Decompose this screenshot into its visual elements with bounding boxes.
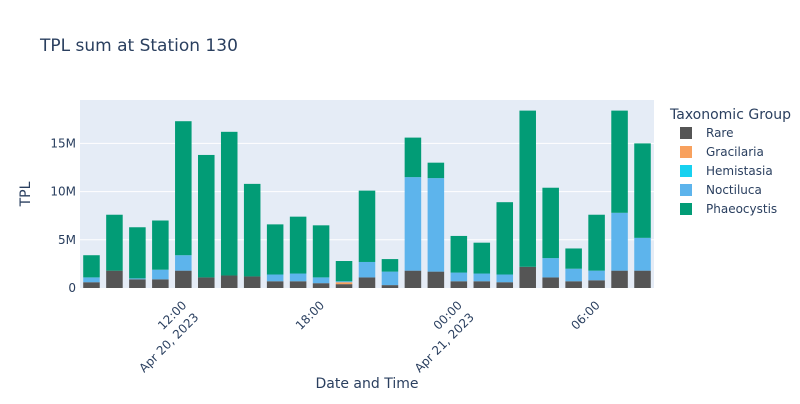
bar-rare [83,282,100,288]
bar-rare [358,277,376,288]
bar-phaeocystis [427,162,445,179]
bar-rare [289,281,307,288]
y-tick-label: 5M [58,233,76,247]
bar-rare [220,275,238,288]
bar-rare [473,281,491,288]
bar-noctiluca [496,274,514,283]
bar-noctiluca [427,178,445,272]
bar-phaeocystis [404,137,422,178]
bar-rare [450,281,468,288]
y-tick-label: 0 [68,281,76,295]
bar-noctiluca [381,271,399,286]
y-tick-label: 15M [50,136,76,150]
bar-phaeocystis [588,214,605,271]
y-axis: 0 5M 10M 15M [50,136,76,295]
bar-noctiluca [542,258,559,278]
bar-noctiluca [611,212,628,271]
bar-noctiluca [152,269,169,280]
legend-swatch-hemistasia [680,165,692,177]
bar-noctiluca [175,255,192,271]
bar-rare [175,270,192,288]
bar-noctiluca [634,237,651,271]
legend-swatch-gracilaria [680,146,692,158]
bar-rare [565,281,582,288]
bar-phaeocystis [152,220,169,270]
bar-noctiluca [312,277,330,284]
bar-rare [542,277,559,288]
bar-noctiluca [404,177,422,271]
bars [83,110,651,288]
bar-rare [266,281,284,288]
bar-rare [129,279,146,288]
bar-noctiluca [335,281,353,283]
y-axis-title: TPL [18,181,34,207]
bar-rare [243,276,261,288]
bar-phaeocystis [335,261,353,282]
legend-item-noctiluca: Noctiluca [706,183,762,197]
x-tick-label: 18:00 [293,298,327,332]
legend-item-hemistasia: Hemistasia [706,164,773,178]
bar-rare [611,270,628,288]
legend-item-phaeocystis: Phaeocystis [706,202,777,216]
bar-phaeocystis [519,110,536,267]
bar-rare [152,279,169,288]
bar-rare [198,277,215,288]
bar-noctiluca [358,261,376,278]
bar-gracilaria [335,282,353,285]
bar-noctiluca [450,272,468,282]
chart-title: TPL sum at Station 130 [39,36,238,56]
bar-phaeocystis [129,227,146,279]
bar-phaeocystis [106,214,123,271]
legend-item-gracilaria: Gracilaria [706,145,764,159]
bar-phaeocystis [542,187,559,259]
bar-phaeocystis [634,143,651,238]
bar-noctiluca [266,274,284,282]
bar-phaeocystis [565,248,582,269]
bar-phaeocystis [473,242,491,274]
bar-phaeocystis [220,131,238,276]
bar-rare [588,280,605,288]
bar-noctiluca [565,268,582,282]
x-tick-label: 06:00 [568,298,602,332]
bar-rare [404,270,422,288]
bar-rare [312,283,330,288]
bar-rare [381,285,399,288]
bar-noctiluca [473,273,491,282]
bar-phaeocystis [289,216,307,274]
bar-phaeocystis [381,259,399,272]
bar-phaeocystis [175,121,192,256]
legend-item-rare: Rare [706,126,733,140]
bar-phaeocystis [83,255,100,278]
bar-rare [106,270,123,288]
bar-phaeocystis [243,183,261,277]
bar-noctiluca [83,277,100,283]
y-tick-label: 10M [50,185,76,199]
bar-phaeocystis [198,154,215,278]
bar-phaeocystis [312,225,330,278]
bar-rare [335,284,353,288]
legend: Taxonomic Group Rare Gracilaria Hemistasia… [669,107,791,216]
legend-title: Taxonomic Group [669,107,791,123]
bar-rare [519,266,536,288]
bar-rare [496,282,514,288]
x-axis-title: Date and Time [316,376,419,392]
bar-rare [634,270,651,288]
bar-noctiluca [129,278,146,280]
bar-noctiluca [289,273,307,282]
legend-swatch-phaeocystis [680,203,692,215]
bar-phaeocystis [496,202,514,275]
legend-swatch-noctiluca [680,184,692,196]
bar-phaeocystis [611,110,628,213]
bar-phaeocystis [266,224,284,275]
bar-noctiluca [588,270,605,281]
bar-rare [427,271,445,288]
bar-phaeocystis [358,190,376,262]
legend-swatch-rare [680,127,692,139]
bar-phaeocystis [450,235,468,273]
